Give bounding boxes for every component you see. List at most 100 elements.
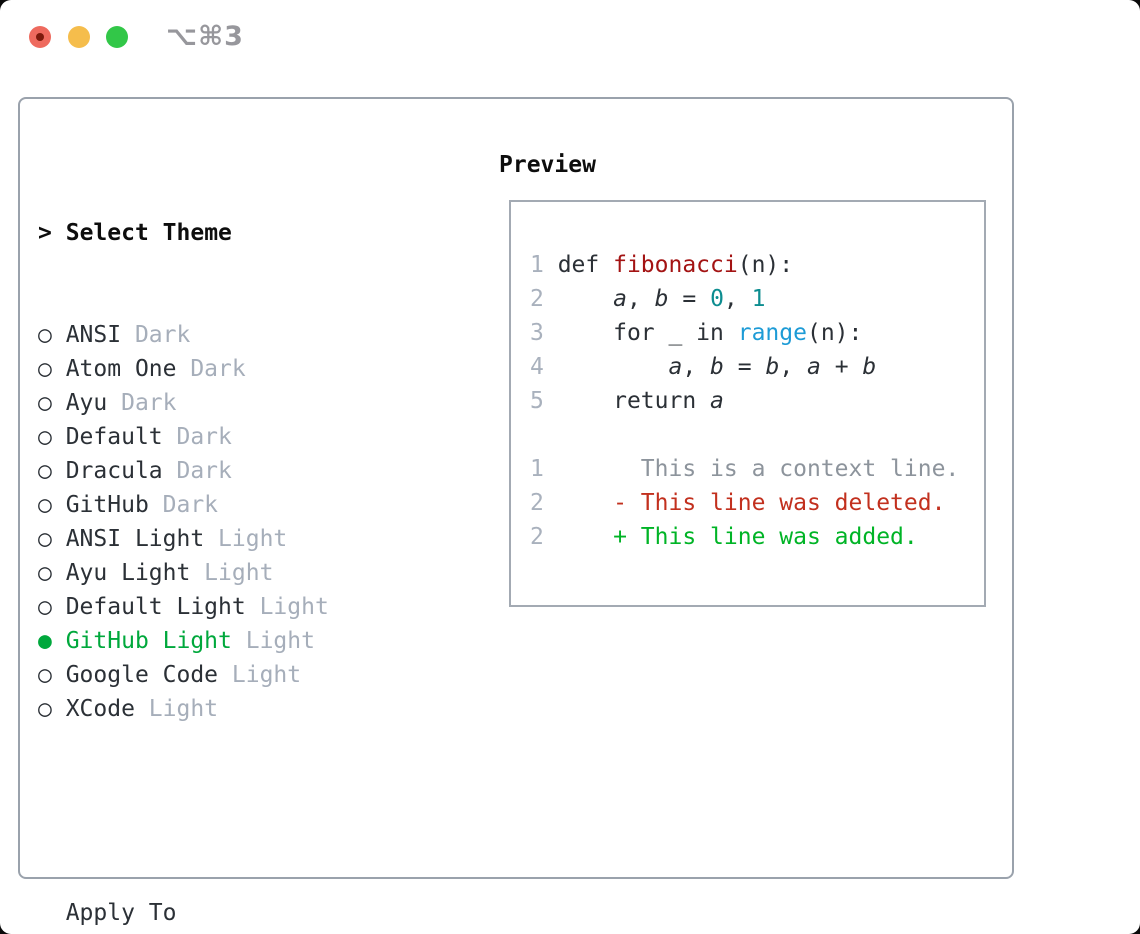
code-token: , (779, 354, 808, 380)
theme-option-row[interactable]: ○ Default Dark (38, 420, 426, 454)
radio-icon: ○ (38, 356, 66, 382)
theme-name: Ayu Light (65, 560, 191, 586)
theme-name: Dracula (65, 458, 163, 484)
theme-picker-column: > Select Theme ○ ANSI Dark ○ Atom One Dar… (38, 148, 426, 934)
theme-option-row[interactable]: ○ ANSI Light Light (38, 522, 426, 556)
theme-variant-tag: Light (218, 662, 302, 688)
code-line: 1 def fibonacci(n): (530, 248, 984, 282)
theme-variant-tag: Dark (148, 492, 219, 518)
code-token: (n): (806, 320, 863, 346)
theme-option-row[interactable]: ○ Google Code Light (38, 658, 426, 692)
select-theme-title: Select Theme (65, 220, 232, 246)
code-token: (n): (737, 252, 794, 278)
theme-variant-tag: Dark (176, 356, 246, 382)
spacer (38, 794, 426, 828)
code-token: fibonacci (613, 252, 738, 278)
code-token (558, 286, 613, 312)
code-token: return (557, 388, 711, 414)
code-line: 3 for _ in range(n): (530, 316, 984, 350)
theme-variant-tag: Dark (107, 390, 177, 416)
line-number: 2 (530, 286, 558, 312)
theme-option-row[interactable]: ○ Dracula Dark (38, 454, 426, 488)
code-token: - This line was deleted. (613, 490, 946, 516)
theme-variant-tag: Dark (162, 424, 232, 450)
code-token (558, 354, 669, 380)
theme-list: ○ ANSI Dark ○ Atom One Dark ○ Ayu Dark ○ De… (38, 318, 426, 726)
line-number: 2 (530, 490, 558, 516)
code-line: 5 return a (530, 384, 984, 418)
code-token: This is a context line. (557, 456, 960, 482)
theme-option-row[interactable]: ○ ANSI Dark (38, 318, 426, 352)
line-number: 1 (530, 252, 558, 278)
code-token: a (710, 388, 724, 414)
theme-name: Default Light (65, 594, 246, 620)
theme-variant-tag: Light (134, 696, 219, 722)
theme-name: ANSI (65, 322, 122, 348)
code-line: 2 - This line was deleted. (530, 486, 984, 520)
theme-variant-tag: Light (190, 560, 274, 586)
theme-variant-tag: Light (231, 628, 315, 654)
close-button-dot-icon (36, 33, 44, 41)
code-token: + (820, 354, 863, 380)
code-token: , (723, 286, 752, 312)
code-token: , (682, 354, 711, 380)
theme-variant-tag: Light (204, 526, 288, 552)
theme-option-row[interactable]: ○ Ayu Light Light (38, 556, 426, 590)
radio-icon: ○ (38, 424, 66, 450)
code-token (558, 524, 613, 550)
prompt-caret-icon: > (38, 220, 52, 246)
apply-to-header: Apply To (65, 900, 177, 926)
radio-icon: ○ (38, 594, 66, 620)
code-token: + This line was added. (613, 524, 918, 550)
code-blank-line (530, 418, 984, 452)
theme-name: Default (65, 424, 163, 450)
theme-name: GitHub Light (65, 628, 232, 654)
line-number (530, 422, 544, 448)
minimize-button[interactable] (68, 26, 90, 48)
radio-icon: ○ (38, 662, 66, 688)
line-number: 5 (530, 388, 558, 414)
theme-option-row[interactable]: ○ Atom One Dark (38, 352, 426, 386)
theme-name: XCode (65, 696, 135, 722)
zoom-button[interactable] (106, 26, 128, 48)
radio-icon: ○ (38, 526, 66, 552)
theme-option-row[interactable]: ● GitHub Light Light (38, 624, 426, 658)
code-token: = (668, 286, 711, 312)
code-line: 2 a, b = 0, 1 (530, 282, 984, 316)
theme-name: Ayu (65, 390, 108, 416)
code-token: b (862, 354, 877, 380)
code-token: 1 (751, 286, 766, 312)
code-line: 1 This is a context line. (530, 452, 984, 486)
code-token: def (557, 252, 614, 278)
preview-title: Preview (499, 152, 596, 178)
theme-name: Google Code (65, 662, 219, 688)
close-button[interactable] (29, 26, 51, 48)
code-token: a (613, 286, 627, 312)
theme-name: Atom One (65, 356, 177, 382)
theme-option-row[interactable]: ○ GitHub Dark (38, 488, 426, 522)
radio-icon: ● (38, 628, 66, 654)
code-token: b (765, 354, 780, 380)
code-token: range (737, 320, 807, 346)
theme-variant-tag: Dark (121, 322, 191, 348)
select-theme-header: > Select Theme (38, 216, 426, 250)
theme-option-row[interactable]: ○ Default Light Light (38, 590, 426, 624)
code-line: 2 + This line was added. (530, 520, 984, 554)
line-number: 3 (530, 320, 558, 346)
code-line: 4 a, b = b, a + b (530, 350, 984, 384)
code-token: = (723, 354, 766, 380)
code-token: a (668, 354, 683, 380)
line-number: 4 (530, 354, 558, 380)
window-title: ⌥⌘3 (166, 21, 244, 52)
theme-option-row[interactable]: ○ Ayu Dark (38, 386, 426, 420)
theme-name: ANSI Light (65, 526, 205, 552)
code-token: b (710, 354, 724, 380)
line-number: 1 (530, 456, 558, 482)
radio-icon: ○ (38, 390, 66, 416)
theme-option-row[interactable]: ○ XCode Light (38, 692, 426, 726)
line-number: 2 (530, 524, 558, 550)
code-token: b (654, 286, 669, 312)
